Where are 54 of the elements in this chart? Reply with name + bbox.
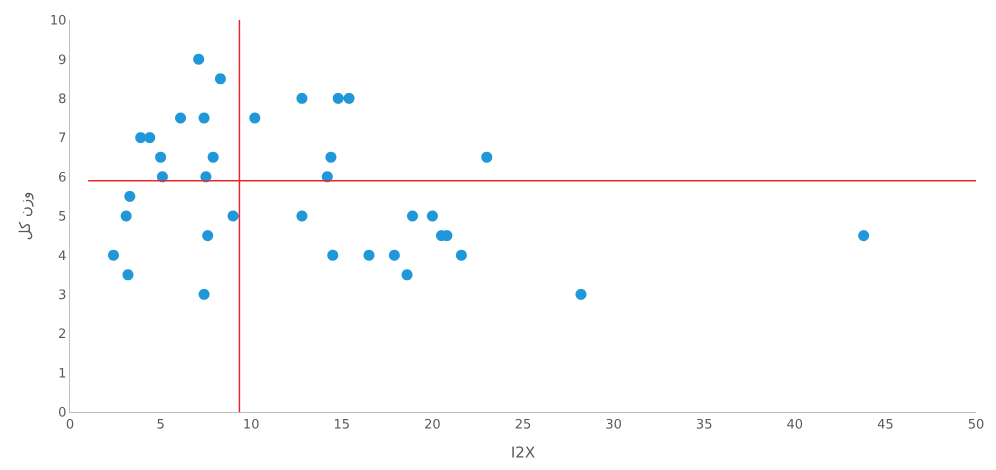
point <box>426 210 438 222</box>
y-tick-label: 0 <box>58 406 66 421</box>
point <box>456 250 467 261</box>
x-tick-label: 5 <box>156 418 165 433</box>
point <box>108 250 119 261</box>
point <box>481 152 492 163</box>
point <box>198 288 210 300</box>
x-tick-label: 35 <box>696 418 712 433</box>
y-tick-label: 8 <box>58 92 66 107</box>
point <box>402 269 413 280</box>
point <box>135 132 146 144</box>
point <box>198 112 210 124</box>
point <box>193 54 204 65</box>
x-tick-label: 10 <box>242 418 260 433</box>
point <box>175 112 186 124</box>
y-tick-label: 4 <box>58 248 66 264</box>
point <box>249 112 260 124</box>
x-tick-label: 15 <box>334 418 350 433</box>
y-tick-label: 6 <box>58 170 66 186</box>
point <box>575 288 586 300</box>
y-tick-label: 3 <box>58 288 66 303</box>
y-tick-label: 10 <box>50 14 66 29</box>
point <box>296 210 308 222</box>
x-tick-label: 25 <box>514 418 532 433</box>
point <box>363 250 374 261</box>
y-tick-label: 7 <box>58 131 66 146</box>
point <box>202 230 214 242</box>
y-axis-title: وزن کل <box>16 192 34 240</box>
point <box>155 152 166 163</box>
y-tick-label: 2 <box>58 327 66 342</box>
point <box>120 210 132 222</box>
point <box>144 132 156 144</box>
x-tick-label: 20 <box>424 418 441 433</box>
x-tick-label: 30 <box>605 418 622 433</box>
point <box>124 190 136 202</box>
x-tick-label: 45 <box>877 418 894 433</box>
y-tick-label: 1 <box>58 366 66 382</box>
y-tick-label: 9 <box>58 52 66 68</box>
y-tick-label: 5 <box>58 210 66 225</box>
point <box>228 210 239 222</box>
x-tick-label: 50 <box>968 418 984 433</box>
point <box>214 73 226 84</box>
point <box>296 92 308 104</box>
point <box>122 269 134 280</box>
point <box>208 152 219 163</box>
point <box>344 92 355 104</box>
point <box>406 210 418 222</box>
point <box>325 152 336 163</box>
x-tick-label: 40 <box>786 418 804 433</box>
point <box>858 230 870 242</box>
x-axis-title: I2X <box>510 444 536 462</box>
point <box>388 250 400 261</box>
point <box>327 250 338 261</box>
point <box>332 92 344 104</box>
